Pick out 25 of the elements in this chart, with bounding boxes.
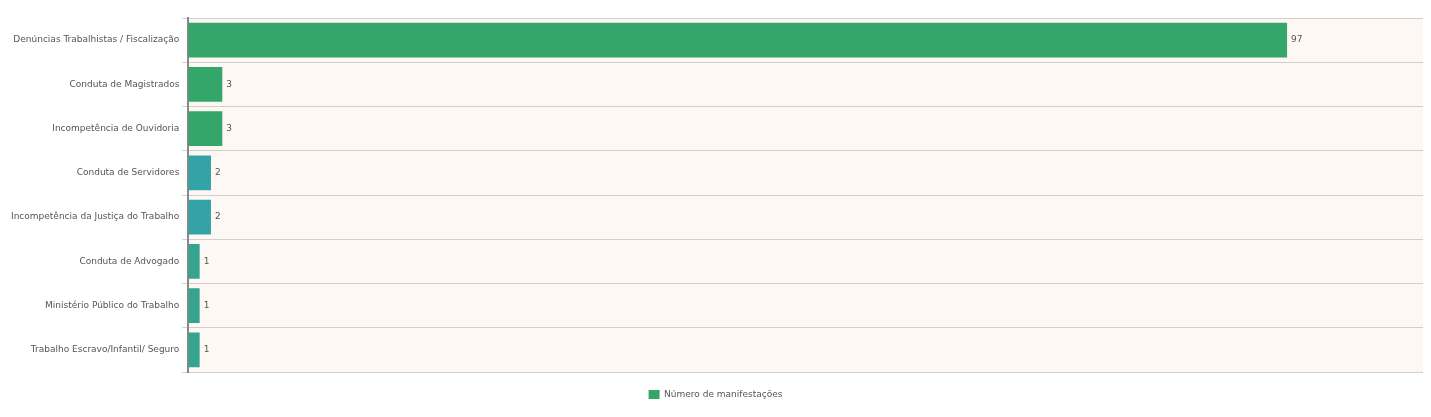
y-tick-label: Conduta de Magistrados (69, 78, 180, 89)
bar (188, 288, 200, 323)
y-tick-label: Conduta de Advogado (79, 255, 180, 266)
legend-label: Número de manifestações (664, 388, 783, 399)
data-label: 97 (1291, 34, 1303, 45)
bar (188, 332, 200, 368)
bar (188, 22, 1288, 58)
bar (188, 111, 223, 146)
y-tick-label: Conduta de Servidores (76, 167, 180, 178)
bar (188, 244, 200, 279)
data-label: 1 (203, 255, 210, 266)
y-tick-label: Incompetência da Justiça do Trabalho (11, 211, 180, 222)
data-label: 1 (203, 299, 210, 310)
y-tick-label: Denúncias Trabalhistas / Fiscalização (13, 34, 180, 45)
y-tick-label: Ministério Público do Trabalho (45, 299, 180, 310)
y-tick-label: Trabalho Escravo/Infantil/ Seguro (29, 344, 180, 355)
data-label: 2 (214, 211, 221, 222)
data-label: 1 (203, 344, 210, 355)
bar (188, 155, 211, 191)
bar (188, 67, 223, 102)
data-label: 3 (226, 78, 233, 89)
data-label: 3 (226, 122, 233, 133)
data-label: 2 (214, 167, 221, 178)
bar (188, 199, 211, 235)
y-tick-label: Incompetência de Ouvidoria (52, 122, 180, 133)
